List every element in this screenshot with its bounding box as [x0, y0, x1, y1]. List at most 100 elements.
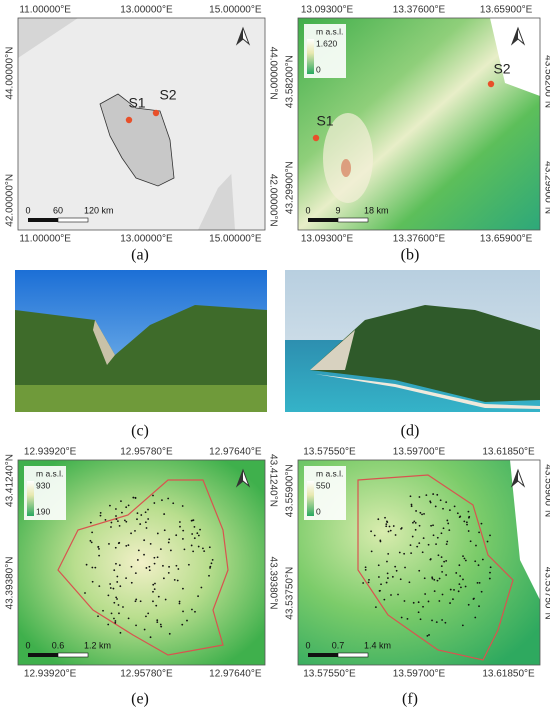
y-coord-label: 43.55900°N — [542, 464, 550, 517]
north-arrow — [237, 28, 243, 44]
sample-point — [194, 610, 196, 613]
sample-point — [208, 546, 211, 549]
sample-point — [431, 577, 434, 580]
relief-peak — [341, 159, 351, 177]
sample-point — [99, 511, 102, 514]
sample-point — [449, 602, 451, 604]
sample-point — [130, 532, 132, 535]
sample-point — [118, 541, 121, 544]
sample-point — [418, 542, 421, 545]
sample-point — [130, 581, 133, 584]
sample-point — [452, 598, 454, 601]
sample-point — [125, 544, 128, 547]
sample-point — [422, 537, 425, 540]
sample-point — [414, 521, 417, 524]
scale-label: 0.7 — [332, 640, 345, 650]
sample-point — [115, 518, 118, 521]
sample-point — [197, 595, 199, 598]
sample-point — [193, 537, 196, 540]
sample-point — [187, 563, 190, 566]
sample-point — [149, 636, 152, 639]
sample-point — [203, 550, 206, 553]
sample-point — [464, 585, 467, 588]
y-coord-label: 43.29900°N — [542, 161, 550, 214]
sample-point — [431, 619, 433, 622]
sample-point — [182, 610, 184, 613]
sample-point — [477, 564, 480, 567]
sample-point — [154, 582, 156, 585]
sample-point — [84, 592, 86, 594]
y-coord-label: 43.53750°N — [542, 567, 550, 620]
sample-point — [155, 604, 158, 607]
sample-point — [168, 632, 171, 635]
legend-title: m a.s.l. — [316, 26, 343, 36]
sample-point — [134, 496, 137, 499]
sample-point — [364, 566, 367, 569]
sample-point — [362, 582, 365, 584]
site-label: S2 — [493, 61, 510, 77]
sample-point — [209, 567, 211, 569]
sample-point — [186, 619, 188, 622]
scale-label: 0.6 — [52, 640, 65, 650]
sample-point — [114, 621, 117, 624]
sample-point — [468, 515, 471, 518]
sample-point — [125, 577, 127, 580]
site-marker — [152, 109, 160, 117]
sample-point — [433, 578, 436, 581]
sample-point — [135, 624, 137, 627]
sample-point — [442, 507, 444, 510]
sample-point — [147, 508, 149, 511]
sample-point — [410, 552, 413, 555]
sample-point — [489, 566, 492, 569]
y-coord-label: 42.00000°N — [5, 174, 16, 227]
sample-point — [114, 546, 117, 549]
x-coord-label: 13.61850°E — [482, 447, 535, 458]
sample-point — [380, 583, 382, 586]
sample-point — [164, 598, 167, 601]
relief — [323, 113, 373, 203]
sample-point — [408, 581, 411, 584]
sample-point — [466, 523, 468, 526]
panel-caption: (c) — [131, 423, 149, 440]
sample-point — [423, 577, 426, 580]
photo-headland — [310, 305, 540, 402]
sample-point — [143, 539, 146, 542]
sample-point — [136, 512, 139, 515]
x-coord-label: 13.59700°E — [393, 669, 446, 680]
sample-point — [176, 579, 179, 582]
sample-point — [156, 621, 159, 624]
scale-label: 120 km — [84, 205, 114, 215]
sample-point — [418, 496, 421, 498]
sample-point — [433, 590, 436, 593]
site-marker — [312, 134, 320, 142]
sample-point — [159, 623, 162, 626]
scale-label: 1.2 km — [84, 640, 111, 650]
sample-point — [387, 552, 390, 555]
sample-point — [474, 560, 477, 563]
sample-point — [441, 570, 444, 573]
sample-point — [148, 569, 151, 572]
sample-point — [449, 588, 452, 591]
sample-point — [444, 621, 447, 624]
sample-point — [167, 541, 170, 544]
sample-point — [134, 529, 136, 532]
sample-point — [108, 543, 110, 545]
sample-point — [438, 577, 441, 580]
sample-point — [114, 620, 117, 622]
sample-point — [191, 533, 194, 535]
sample-point — [426, 634, 429, 637]
y-coord-label: 42.00000°N — [267, 174, 278, 227]
sample-point — [168, 565, 170, 568]
sample-point — [368, 578, 370, 581]
sample-point — [463, 557, 466, 560]
sample-point — [394, 534, 397, 536]
sample-point — [478, 605, 480, 608]
sample-point — [136, 559, 139, 561]
sample-point — [144, 521, 147, 524]
sample-point — [115, 515, 117, 517]
sample-point — [162, 577, 165, 580]
sample-point — [403, 552, 406, 555]
sample-point — [127, 544, 130, 547]
sample-point — [175, 564, 178, 567]
sample-point — [417, 601, 420, 604]
